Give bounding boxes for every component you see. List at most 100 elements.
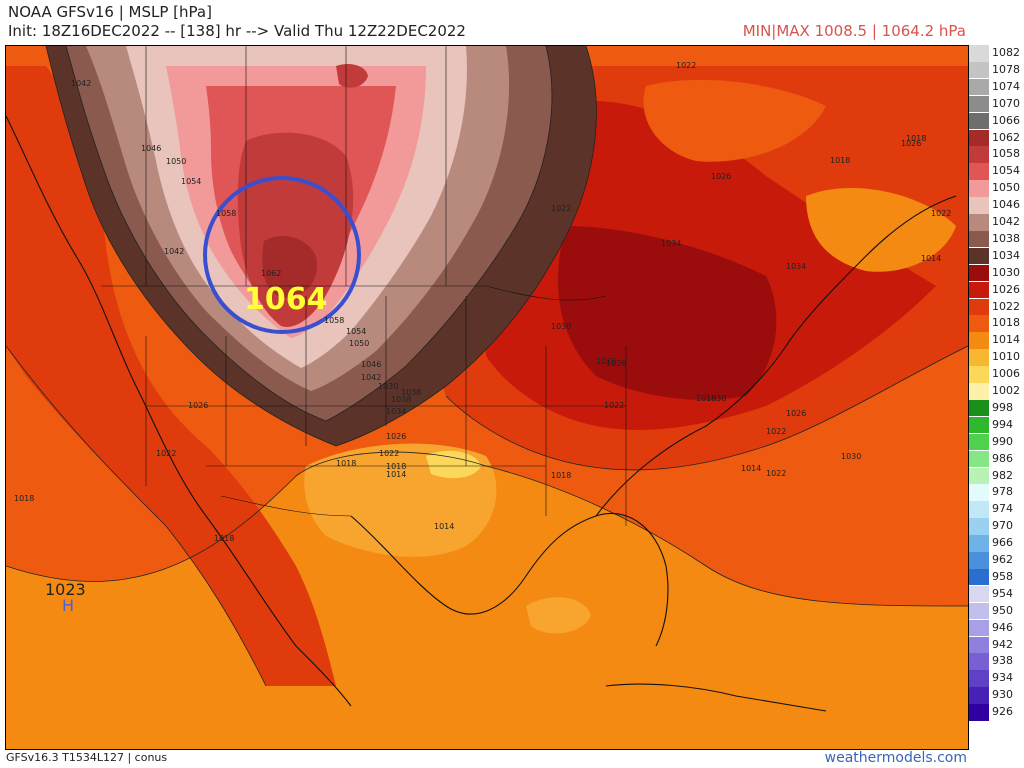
pressure-colorbar: 1082 1078 1074 1070 1066 1062 1058 1054 1050 1046…: [969, 45, 1024, 722]
colorbar-label: 1058: [992, 147, 1020, 161]
pressure-map-canvas: 1042104610501054105810621042105810541050…: [6, 46, 968, 749]
colorbar-label: 1070: [992, 96, 1020, 110]
isobar-label: 1026: [386, 432, 406, 441]
pressure-map: 1042 1046 1050 1054 1058 1062 1042 1058 1054 1050…: [5, 45, 969, 750]
pressure-band-1022-west: [6, 66, 336, 686]
colorbar-label: 1054: [992, 164, 1020, 178]
isobar-labels: 1042104610501054105810621042105810541050…: [14, 61, 951, 543]
colorbar-label: 1002: [992, 384, 1020, 397]
colorbar-swatch: [969, 704, 989, 721]
colorbar-swatch: [969, 247, 989, 265]
colorbar-entry: 1030: [969, 264, 1024, 282]
colorbar-entry: 962: [969, 552, 1024, 569]
colorbar-swatch: [969, 78, 989, 96]
colorbar-label: 1062: [992, 130, 1020, 144]
colorbar-entry: 982: [969, 467, 1024, 484]
isobar-label: 1014: [741, 464, 761, 473]
colorbar-swatch: [969, 214, 989, 231]
colorbar-entry: 1082: [969, 45, 1024, 62]
init-valid-line: Init: 18Z16DEC2022 -- [138] hr --> Valid…: [8, 22, 466, 40]
isobar-lines: [6, 46, 968, 687]
colorbar-swatch: [969, 146, 989, 163]
colorbar-swatch: [969, 467, 989, 484]
political-borders: [101, 46, 627, 526]
colorbar-swatch: [969, 298, 989, 315]
colorbar-swatch: [969, 332, 989, 349]
colorbar-entry: 1050: [969, 180, 1024, 197]
colorbar-label: 962: [992, 553, 1013, 566]
colorbar-label: 1082: [992, 46, 1020, 59]
colorbar-swatch: [969, 230, 989, 248]
colorbar-label: 1050: [992, 181, 1020, 195]
isobar-label: 1034: [786, 262, 806, 271]
colorbar-label: 1034: [992, 248, 1020, 262]
colorbar-swatch: [969, 535, 989, 552]
isobar-label: 1054: [346, 327, 366, 336]
colorbar-entry: 1034: [969, 247, 1024, 265]
colorbar-entry: 1058: [969, 146, 1024, 163]
isobar-label: 1030: [841, 452, 861, 461]
colorbar-entry: 998: [969, 399, 1024, 417]
colorbar-label: 994: [992, 417, 1013, 431]
colorbar-swatch: [969, 585, 989, 603]
colorbar-swatch: [969, 180, 989, 197]
colorbar-entry: 1018: [969, 315, 1024, 332]
isobar-label: 1018: [14, 494, 34, 503]
isobar-label: 1026: [188, 401, 208, 410]
colorbar-entry: 942: [969, 636, 1024, 653]
isobar-label: 1026: [606, 359, 626, 368]
colorbar-entry: 1066: [969, 112, 1024, 130]
pressure-band-1006: [426, 450, 481, 479]
colorbar-label: 930: [992, 688, 1013, 702]
colorbar-entry: 1074: [969, 78, 1024, 96]
colorbar-entry: 1006: [969, 366, 1024, 383]
colorbar-label: 998: [992, 400, 1013, 414]
colorbar-label: 1042: [992, 215, 1020, 228]
isobar-label: 1054: [181, 177, 201, 186]
colorbar-swatch: [969, 45, 989, 62]
colorbar-swatch: [969, 636, 989, 653]
colorbar-label: 1010: [992, 350, 1020, 364]
colorbar-entry: 986: [969, 450, 1024, 468]
isobar-label: 1026: [786, 409, 806, 418]
isobar-label: 1038: [391, 395, 411, 404]
pressure-band-1058-north: [336, 64, 368, 88]
colorbar-swatch: [969, 264, 989, 282]
colorbar-label: 974: [992, 502, 1013, 516]
colorbar-label: 926: [992, 705, 1013, 719]
colorbar-entry: 1026: [969, 281, 1024, 299]
isobar-label: 1042: [361, 373, 381, 382]
colorbar-entry: 934: [969, 670, 1024, 687]
colorbar-swatch: [969, 366, 989, 383]
isobar-label: 1046: [141, 144, 161, 153]
colorbar-swatch: [969, 670, 989, 687]
isobar-label: 1022: [676, 61, 696, 70]
isobar-label: 1022: [931, 209, 951, 218]
colorbar-swatch: [969, 653, 989, 670]
colorbar-label: 1078: [992, 62, 1020, 76]
colorbar-swatch: [969, 129, 989, 146]
pacific-high-value: 1023: [45, 580, 86, 599]
colorbar-swatch: [969, 95, 989, 113]
colorbar-label: 970: [992, 519, 1013, 533]
min-max-readout: MIN|MAX 1008.5 | 1064.2 hPa: [742, 22, 966, 40]
isobar-label: 1018: [830, 156, 850, 165]
colorbar-swatch: [969, 619, 989, 637]
colorbar-entry: 1022: [969, 298, 1024, 315]
colorbar-label: 978: [992, 485, 1013, 499]
isobar-label: 1058: [216, 209, 236, 218]
colorbar-swatch: [969, 112, 989, 130]
colorbar-entry: 1054: [969, 163, 1024, 180]
colorbar-swatch: [969, 484, 989, 501]
isobar-label: 1022: [604, 401, 624, 410]
isobar-label: 1034: [386, 407, 406, 416]
colorbar-swatch: [969, 687, 989, 704]
isobar-label: 1026: [901, 139, 921, 148]
colorbar-entry: 1042: [969, 214, 1024, 231]
site-credit: weathermodels.com: [824, 750, 967, 766]
isobar-label: 1014: [434, 522, 454, 531]
isobar-label: 1038: [401, 388, 421, 397]
colorbar-label: 938: [992, 654, 1013, 668]
coastlines: [6, 115, 957, 712]
colorbar-swatch: [969, 501, 989, 518]
